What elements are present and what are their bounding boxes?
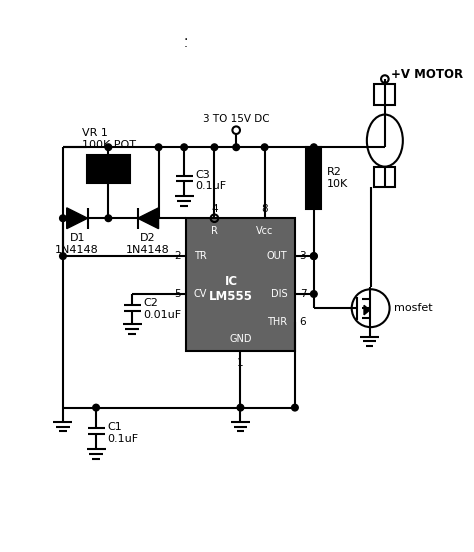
Circle shape [60, 253, 66, 259]
Text: DIS: DIS [271, 289, 287, 299]
Polygon shape [364, 305, 370, 315]
Circle shape [237, 404, 244, 411]
Text: 4: 4 [211, 204, 218, 214]
Circle shape [93, 404, 100, 411]
Text: D1
1N4148: D1 1N4148 [55, 233, 99, 255]
Text: GND: GND [229, 335, 252, 344]
Polygon shape [138, 208, 159, 229]
Text: IC
LM555: IC LM555 [209, 275, 253, 303]
Text: OUT: OUT [267, 251, 287, 261]
Circle shape [310, 253, 317, 259]
Circle shape [105, 144, 112, 151]
Bar [87, 155, 130, 183]
Text: D2
1N4148: D2 1N4148 [126, 233, 170, 255]
Text: THR: THR [267, 317, 287, 327]
Text: C3
0.1uF: C3 0.1uF [195, 169, 227, 191]
Text: TR: TR [193, 251, 206, 261]
Text: 2: 2 [174, 251, 181, 261]
Bar [306, 147, 321, 209]
Text: CV: CV [193, 289, 207, 299]
Circle shape [310, 144, 317, 151]
Text: 3: 3 [300, 251, 306, 261]
Text: +V MOTOR: +V MOTOR [391, 68, 463, 81]
Circle shape [233, 144, 239, 151]
Circle shape [261, 144, 268, 151]
Text: 7: 7 [300, 289, 306, 299]
Text: C2
0.01uF: C2 0.01uF [144, 298, 182, 320]
Bar [374, 167, 395, 188]
Text: R: R [211, 226, 218, 236]
Circle shape [310, 253, 317, 259]
Text: 3 TO 15V DC: 3 TO 15V DC [203, 114, 270, 124]
Circle shape [60, 215, 66, 221]
Text: mosfet: mosfet [394, 303, 433, 313]
Polygon shape [67, 208, 88, 229]
Bar [186, 218, 295, 351]
Text: .: . [184, 29, 188, 43]
Text: 6: 6 [300, 317, 306, 327]
Circle shape [105, 215, 112, 221]
Bar [374, 84, 395, 105]
Text: 8: 8 [261, 204, 268, 214]
Circle shape [181, 144, 187, 151]
Text: .: . [184, 36, 188, 50]
Text: 5: 5 [174, 289, 181, 299]
Circle shape [155, 144, 162, 151]
Text: Vcc: Vcc [256, 226, 273, 236]
Circle shape [310, 291, 317, 298]
Text: 1: 1 [237, 358, 244, 368]
Circle shape [292, 404, 298, 411]
Ellipse shape [367, 115, 403, 167]
Circle shape [211, 144, 218, 151]
Text: R2
10K: R2 10K [327, 167, 348, 189]
Text: C1
0.1uF: C1 0.1uF [108, 422, 138, 444]
Text: VR 1
100K POT: VR 1 100K POT [82, 129, 137, 150]
